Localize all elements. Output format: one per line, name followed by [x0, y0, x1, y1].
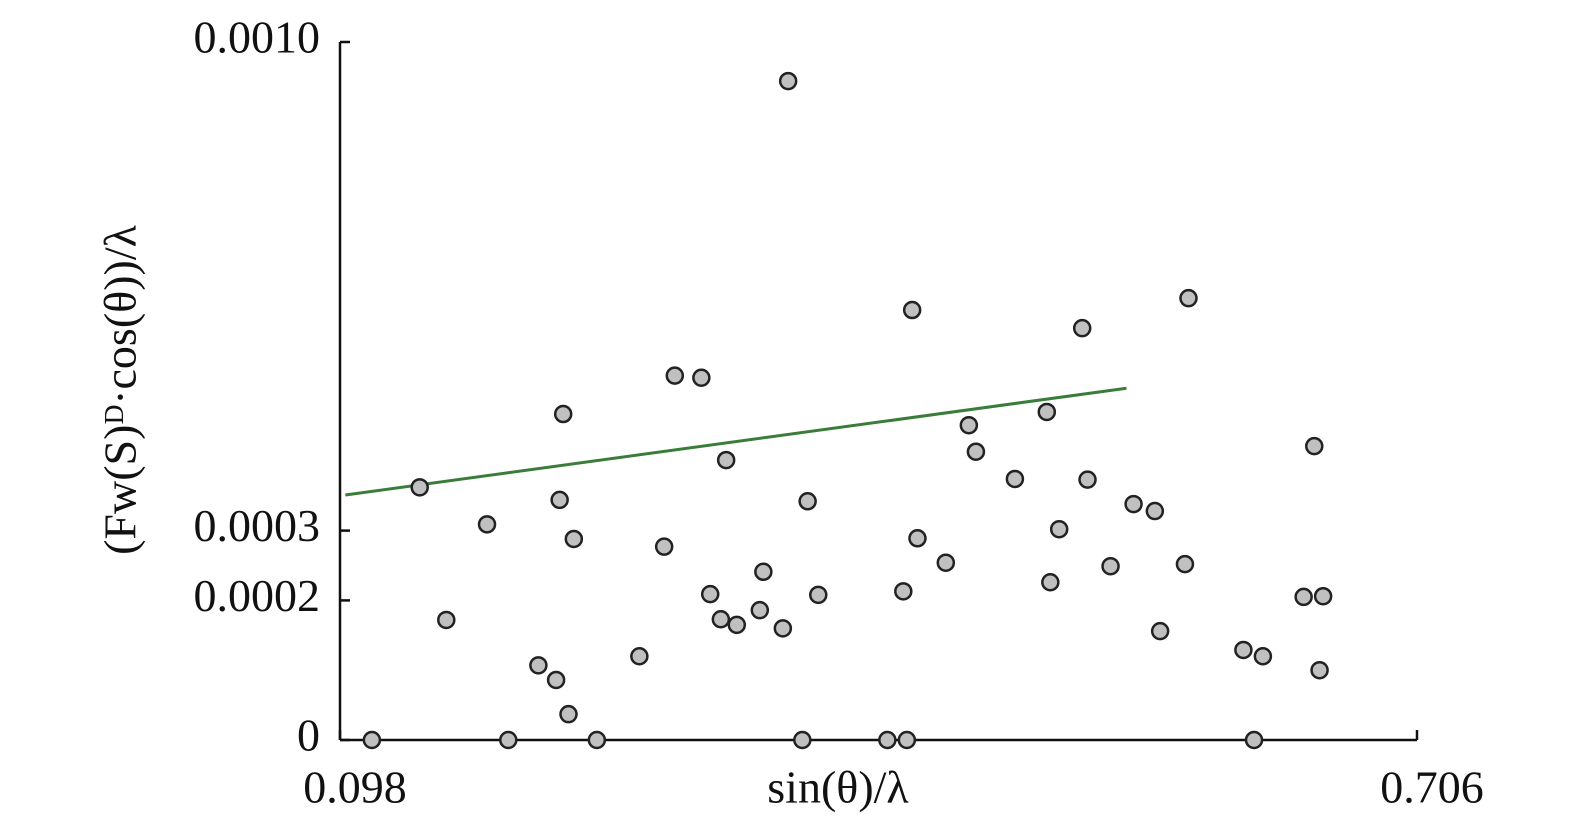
y-tick-label: 0.0003: [194, 500, 321, 551]
point: [1101, 556, 1120, 576]
point: [959, 415, 979, 435]
x-tick-label: 0.098: [303, 762, 407, 813]
point: [1310, 660, 1329, 680]
point: [1072, 318, 1092, 338]
x-tick-label: 0.706: [1380, 762, 1484, 813]
point: [897, 730, 917, 750]
point: [1041, 573, 1060, 592]
point: [966, 442, 986, 461]
point: [1253, 646, 1273, 666]
point: [727, 615, 747, 635]
point: [654, 537, 674, 556]
point: [553, 404, 573, 424]
point: [1179, 288, 1198, 308]
point: [665, 366, 685, 385]
point: [1145, 501, 1165, 521]
point: [499, 730, 518, 750]
point: [1244, 730, 1264, 750]
point: [546, 670, 566, 690]
point: [564, 529, 584, 549]
point: [902, 300, 922, 320]
x-axis-label: sin(θ)/λ: [767, 762, 909, 813]
y-axis-label: (Fw(S)ᴰ·cos(θ))/λ: [95, 224, 146, 555]
point: [1078, 470, 1097, 489]
y-tick-label: 0: [297, 710, 320, 761]
point: [750, 600, 770, 620]
point: [1005, 469, 1025, 489]
point: [550, 490, 569, 510]
point: [1175, 554, 1195, 574]
point: [630, 646, 649, 666]
point: [1124, 494, 1143, 514]
point: [878, 730, 897, 750]
point: [1294, 587, 1313, 607]
trend-line: [345, 386, 1127, 497]
point: [716, 450, 736, 470]
point: [778, 71, 798, 91]
point: [936, 553, 956, 572]
point: [410, 478, 429, 497]
point: [700, 584, 720, 604]
point: [692, 368, 711, 387]
y-tick-label: 0.0010: [194, 12, 321, 63]
point: [908, 529, 927, 548]
point: [1305, 436, 1324, 456]
point: [711, 609, 731, 629]
point: [809, 585, 828, 605]
point: [1037, 402, 1057, 422]
point: [437, 610, 456, 630]
point: [798, 492, 817, 511]
point: [754, 562, 773, 582]
point: [1234, 640, 1253, 660]
point: [773, 619, 793, 638]
point: [894, 582, 913, 601]
point: [529, 656, 548, 675]
point: [477, 515, 497, 534]
point: [1313, 586, 1333, 606]
y-tick-label: 0.0002: [194, 570, 321, 621]
point: [1150, 621, 1170, 641]
point: [793, 730, 812, 750]
point: [587, 730, 607, 750]
point: [1049, 519, 1069, 539]
point: [559, 704, 578, 724]
point: [362, 730, 382, 750]
